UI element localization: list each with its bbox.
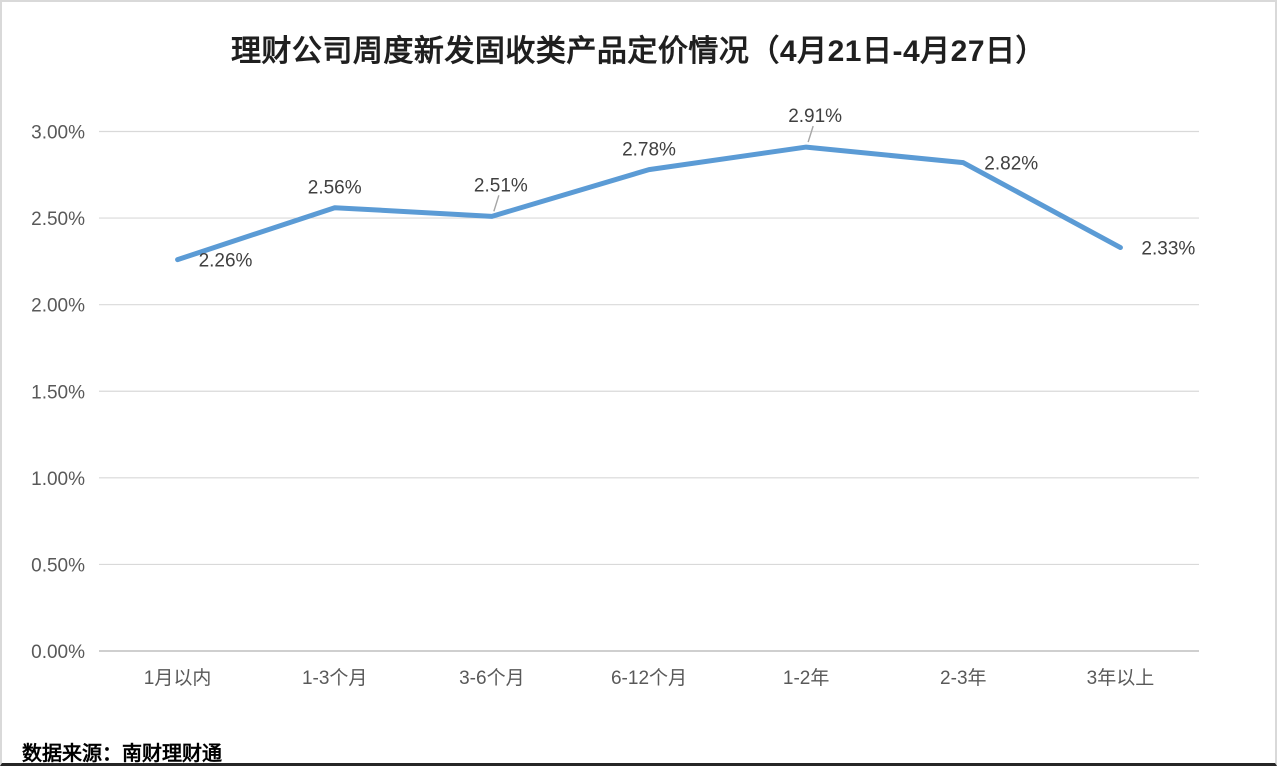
x-axis-category-label: 6-12个月 bbox=[611, 667, 687, 689]
series-line bbox=[175, 144, 1123, 263]
x-axis-category-label: 1月以内 bbox=[144, 667, 212, 689]
y-axis-tick-label: 1.00% bbox=[31, 469, 85, 490]
y-axis-tick-label: 0.50% bbox=[31, 555, 85, 576]
data-point-label: 2.78% bbox=[622, 140, 676, 161]
y-axis-tick-label: 2.00% bbox=[31, 296, 85, 317]
x-axis-category-label: 1-2年 bbox=[783, 667, 829, 689]
data-point-label: 2.82% bbox=[984, 154, 1038, 175]
y-axis-tick-label: 0.00% bbox=[31, 642, 85, 663]
x-axis-category-label: 2-3年 bbox=[940, 667, 986, 689]
label-leader-line bbox=[493, 195, 500, 212]
data-point-label: 2.51% bbox=[474, 175, 528, 196]
data-point-label: 2.33% bbox=[1141, 239, 1195, 260]
y-axis-tick-label: 2.50% bbox=[31, 209, 85, 230]
x-axis-category-label: 1-3个月 bbox=[302, 667, 367, 689]
y-axis-tick-label: 1.50% bbox=[31, 382, 85, 403]
x-axis-category-label: 3-6个月 bbox=[459, 667, 524, 689]
data-point-label: 2.26% bbox=[199, 251, 253, 272]
x-axis-category-label: 3年以上 bbox=[1087, 667, 1155, 689]
data-source-note: 数据来源：南财理财通 bbox=[22, 743, 222, 765]
label-leader-line bbox=[807, 125, 814, 143]
data-point-label: 2.56% bbox=[308, 178, 362, 199]
data-point-label: 2.91% bbox=[788, 106, 842, 127]
chart-title: 理财公司周度新发固收类产品定价情况（4月21日-4月27日） bbox=[230, 35, 1047, 68]
y-axis-tick-label: 3.00% bbox=[31, 123, 85, 144]
